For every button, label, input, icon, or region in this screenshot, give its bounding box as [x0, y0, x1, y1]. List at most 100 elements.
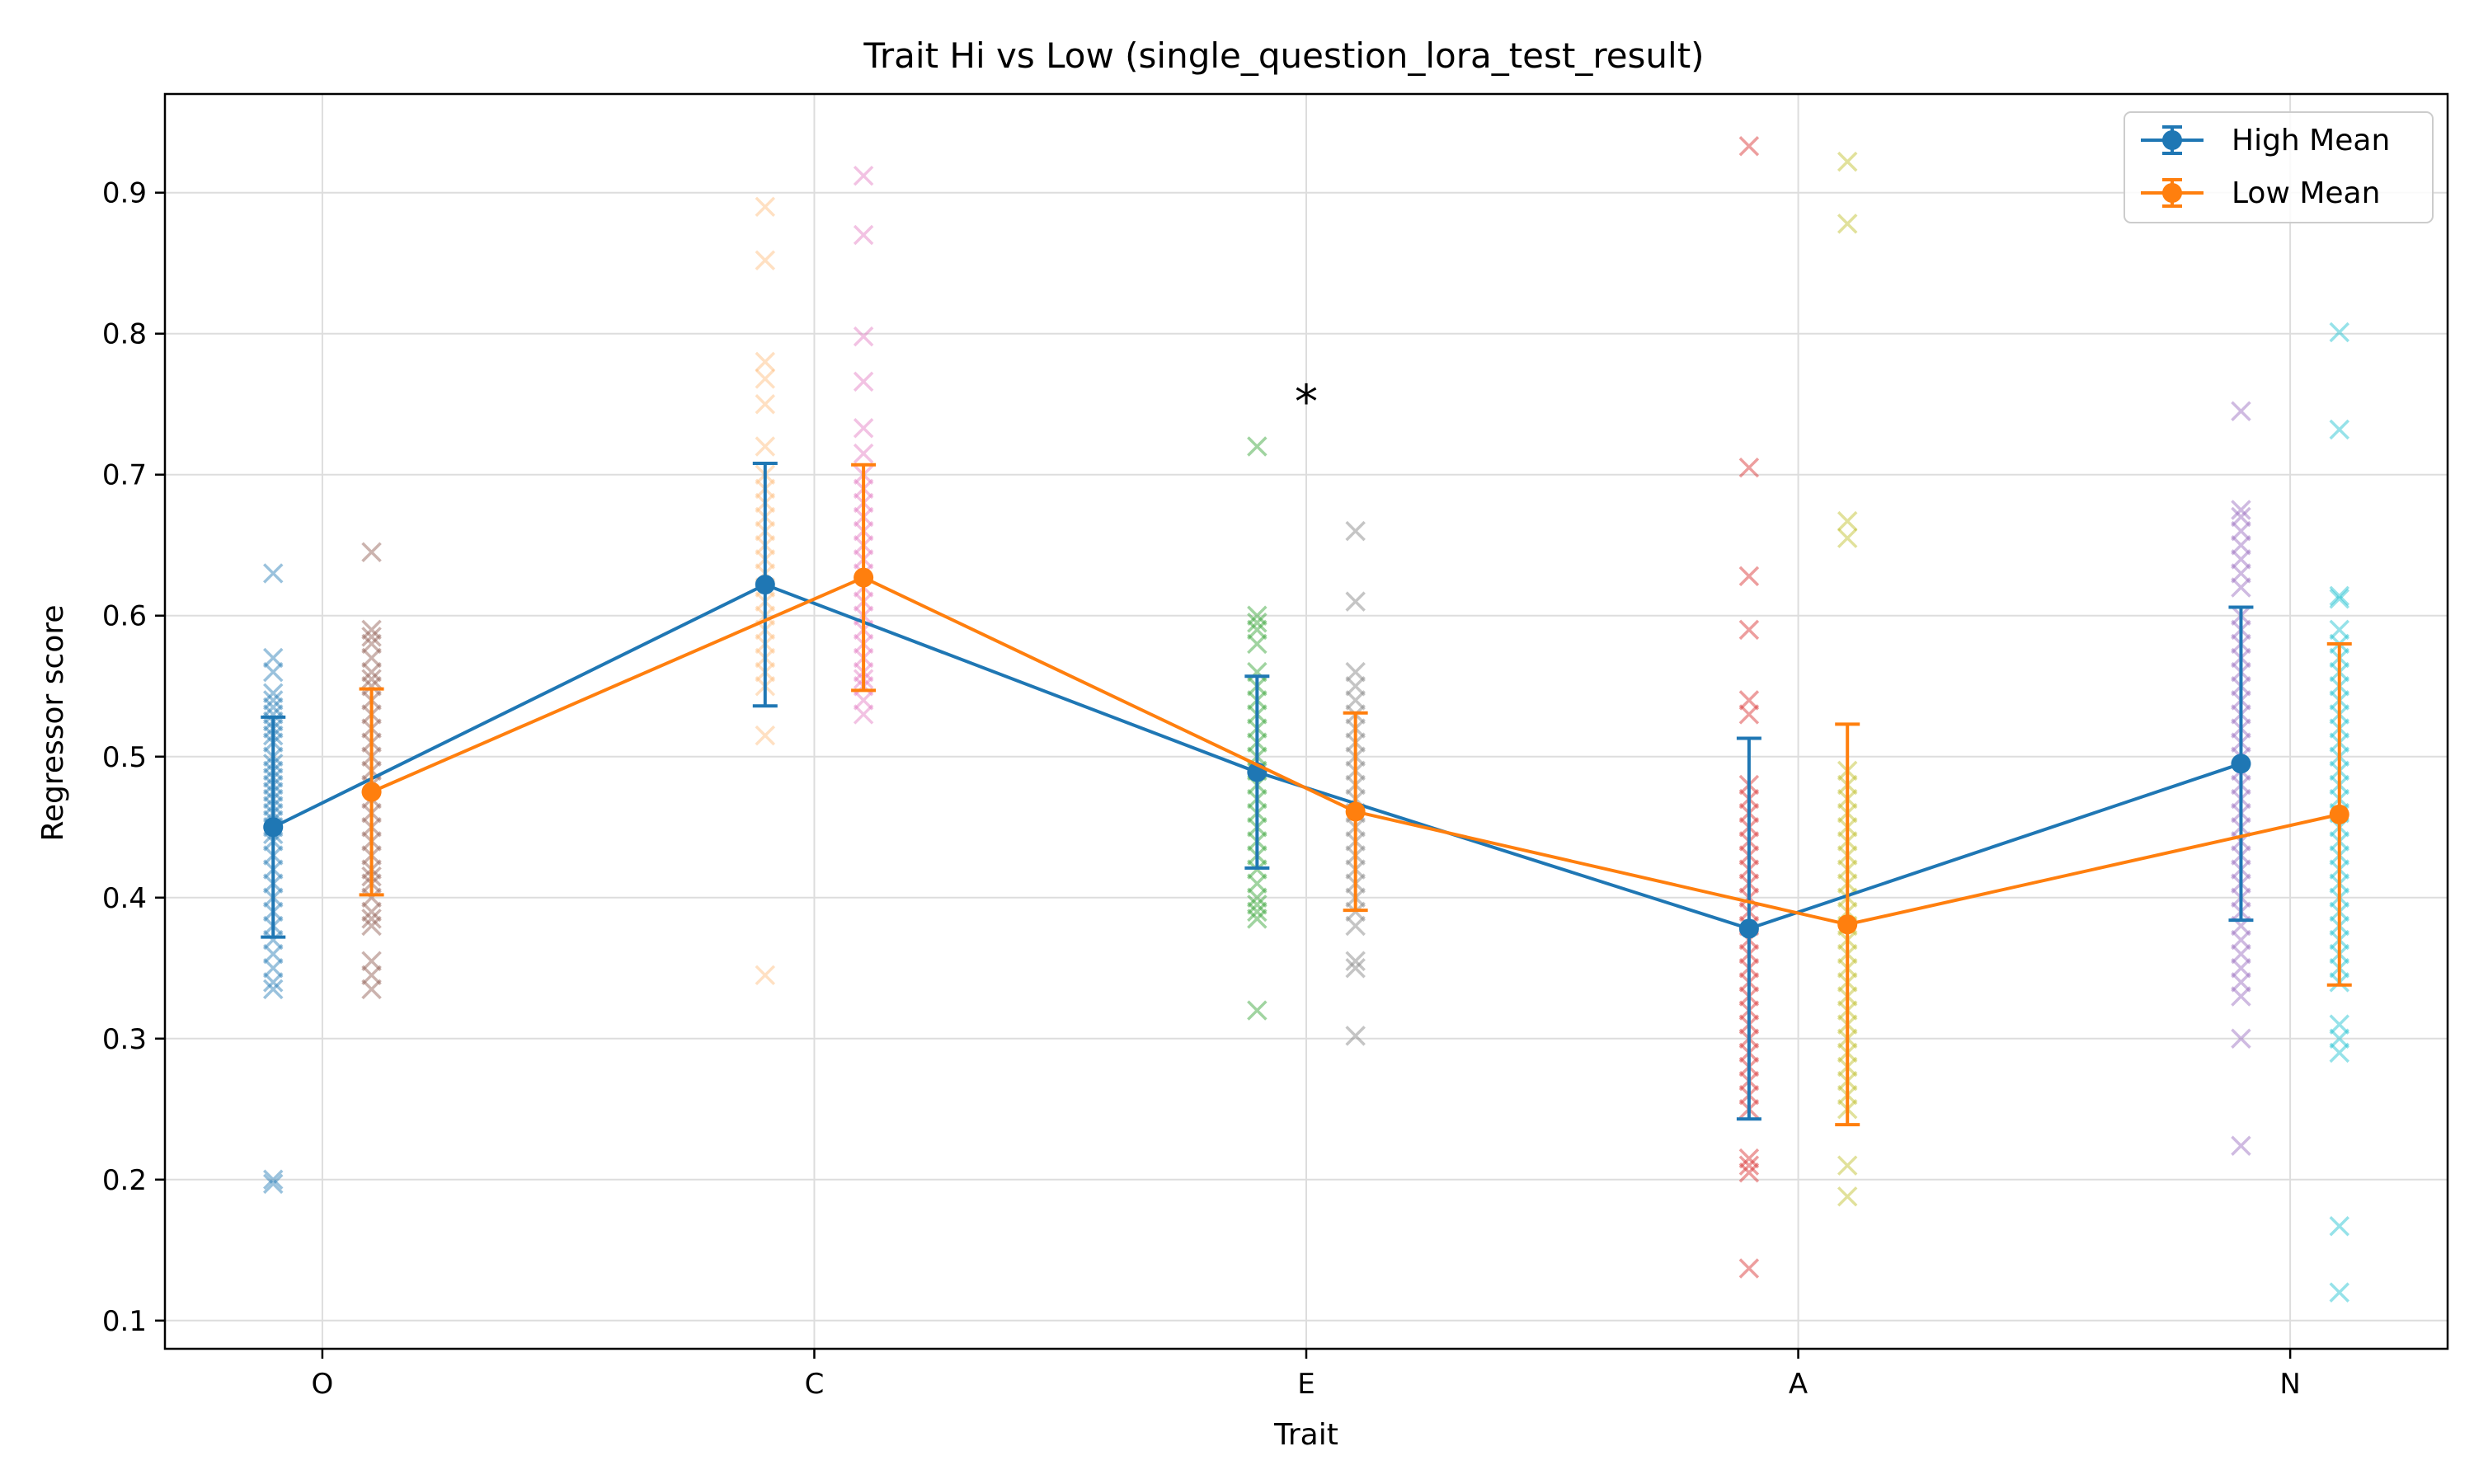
raw-point-o-high — [263, 683, 284, 704]
annotation-layer: * — [1295, 375, 1318, 429]
raw-point-a-high — [1738, 619, 1760, 641]
raw-point-n-low — [2329, 1014, 2349, 1035]
grid-layer — [165, 94, 2448, 1349]
raw-point-n-low — [2329, 619, 2349, 641]
raw-point-a-low — [1837, 528, 1858, 548]
raw-point-n-low — [2329, 585, 2349, 607]
raw-point-e-high — [1247, 895, 1268, 915]
x-axis-label: Trait — [1273, 1418, 1338, 1452]
raw-point-a-low — [1837, 151, 1858, 172]
raw-point-o-high — [263, 697, 284, 718]
raw-point-e-low — [1345, 1026, 1366, 1046]
raw-point-n-high — [2231, 1028, 2251, 1050]
y-tick-label: 0.6 — [102, 600, 147, 633]
raw-point-c-high — [755, 196, 776, 218]
x-tick-label-o: O — [312, 1368, 334, 1401]
raw-point-o-high — [263, 563, 284, 584]
raw-point-o-low — [361, 542, 382, 563]
raw-point-a-high — [1738, 566, 1760, 587]
raw-point-n-low — [2329, 1282, 2349, 1303]
raw-point-n-high — [2231, 1135, 2251, 1156]
raw-point-o-low — [361, 915, 382, 937]
raw-point-n-low — [2329, 1215, 2349, 1237]
raw-point-n-low — [2329, 1042, 2349, 1064]
raw-point-e-high — [1247, 909, 1268, 929]
x-tick-label-a: A — [1789, 1368, 1808, 1401]
raw-point-o-low — [361, 887, 382, 908]
raw-point-a-low — [1837, 510, 1858, 532]
y-tick-label: 0.2 — [102, 1164, 147, 1197]
raw-point-c-low — [853, 326, 874, 347]
raw-point-a-high — [1738, 136, 1760, 157]
raw-point-o-low — [361, 619, 382, 641]
raw-point-n-high — [2231, 506, 2251, 528]
raw-point-a-high — [1738, 1148, 1760, 1169]
axes-layer: 0.1 0.2 0.3 0.4 0.5 0.6 0.7 0.8 0.9 O C E A N — [102, 92, 2449, 1401]
raw-point-c-high — [755, 965, 776, 986]
legend-marker-low — [2162, 183, 2182, 203]
raw-point-n-low — [2329, 588, 2349, 609]
raw-point-n-high — [2231, 958, 2251, 979]
raw-point-o-low — [361, 661, 382, 683]
raw-point-o-low — [361, 676, 382, 697]
raw-point-n-high — [2231, 534, 2251, 556]
raw-point-n-high — [2231, 563, 2251, 584]
raw-point-e-low — [1345, 591, 1366, 612]
raw-point-e-low — [1345, 915, 1366, 937]
mean-point-high — [755, 575, 775, 595]
y-tick-label: 0.3 — [102, 1023, 147, 1056]
raw-point-o-high — [263, 690, 284, 711]
raw-point-e-high — [1247, 436, 1268, 457]
raw-point-e-low — [1345, 676, 1366, 697]
raw-point-e-high — [1247, 619, 1268, 641]
legend-marker-high — [2162, 130, 2182, 150]
raw-point-e-high — [1247, 887, 1268, 908]
legend: High Mean Low Mean — [2124, 111, 2434, 223]
y-tick-label: 0.4 — [102, 882, 147, 915]
chart-title: Trait Hi vs Low (single_question_lora_te… — [863, 35, 1704, 76]
y-tick-label: 0.7 — [102, 459, 147, 492]
raw-point-e-low — [1345, 958, 1366, 979]
raw-point-o-high — [263, 704, 284, 725]
mean-point-low — [361, 782, 382, 802]
raw-point-c-low — [853, 443, 874, 464]
raw-point-n-high — [2231, 549, 2251, 570]
raw-point-o-low — [361, 901, 382, 923]
raw-point-a-high — [1738, 704, 1760, 725]
raw-point-o-high — [263, 972, 284, 993]
raw-point-o-low — [361, 951, 382, 971]
raw-point-c-high — [755, 250, 776, 271]
x-tick-label-c: C — [805, 1368, 825, 1401]
raw-point-n-high — [2231, 929, 2251, 951]
raw-point-o-low — [361, 909, 382, 929]
raw-point-c-high — [755, 393, 776, 415]
raw-point-a-high — [1738, 690, 1760, 711]
y-tick-label: 0.5 — [102, 741, 147, 774]
raw-point-e-low — [1345, 690, 1366, 711]
raw-point-a-low — [1837, 1155, 1858, 1176]
mean-point-low — [1345, 801, 1366, 822]
mean-point-low — [2329, 804, 2349, 824]
raw-point-a-high — [1738, 1258, 1760, 1279]
raw-point-a-high — [1738, 1162, 1760, 1183]
y-tick-label: 0.9 — [102, 177, 147, 210]
raw-point-o-high — [263, 661, 284, 683]
series-layer — [261, 462, 2352, 1127]
raw-point-o-high — [263, 929, 284, 951]
raw-point-c-low — [853, 165, 874, 186]
mean-point-low — [1837, 914, 1858, 935]
raw-point-n-high — [2231, 986, 2251, 1007]
raw-point-o-high — [263, 1169, 284, 1190]
raw-point-e-high — [1247, 605, 1268, 626]
raw-point-e-low — [1345, 951, 1366, 971]
raw-point-o-low — [361, 669, 382, 689]
raw-point-o-high — [263, 943, 284, 965]
raw-point-n-high — [2231, 520, 2251, 542]
mean-point-high — [2231, 754, 2251, 774]
raw-point-e-high — [1247, 613, 1268, 633]
raw-point-c-high — [755, 351, 776, 373]
raw-point-n-high — [2231, 500, 2251, 520]
raw-point-n-high — [2231, 972, 2251, 993]
raw-point-o-low — [361, 979, 382, 1000]
